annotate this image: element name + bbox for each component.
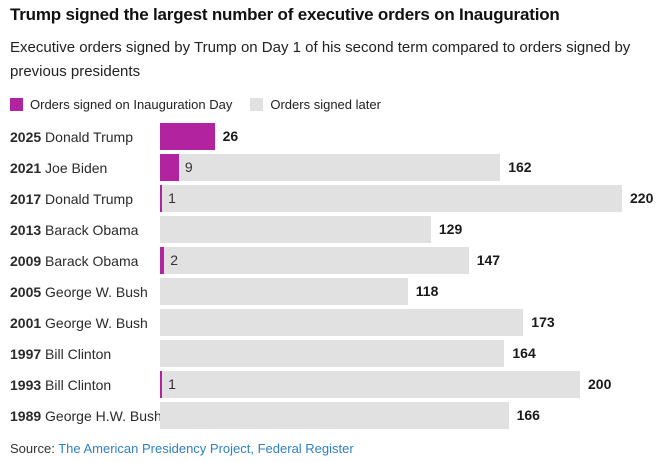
row-label: 2017 Donald Trump	[10, 191, 160, 207]
row-year: 2017	[10, 190, 42, 207]
bar-area: 118	[160, 278, 651, 305]
chart-row: 2021 Joe Biden 9 162	[10, 154, 651, 181]
later-bar	[160, 154, 501, 181]
chart-row: 2025 Donald Trump 26	[10, 123, 651, 150]
chart-row: 2005 George W. Bush 118	[10, 278, 651, 305]
bar-area: 26	[160, 123, 651, 150]
inauguration-value: 1	[168, 376, 176, 392]
inauguration-value: 9	[184, 159, 193, 175]
bar-area: 164	[160, 340, 651, 367]
row-label: 2013 Barack Obama	[10, 222, 160, 238]
bar-area: 173	[160, 309, 651, 336]
row-president: Barack Obama	[45, 252, 139, 269]
legend-label-later: Orders signed later	[270, 97, 381, 112]
chart-title: Trump signed the largest number of execu…	[10, 5, 560, 24]
row-year: 1989	[10, 407, 42, 424]
later-value: 173	[531, 314, 555, 330]
later-bar	[160, 371, 580, 398]
legend-item-later: Orders signed later	[250, 97, 381, 112]
later-value: 166	[516, 407, 540, 423]
row-label: 2005 George W. Bush	[10, 284, 160, 300]
chart-row: 1989 George H.W. Bush 166	[10, 402, 651, 429]
row-label: 2001 George W. Bush	[10, 315, 160, 331]
chart-row: 2009 Barack Obama 2 147	[10, 247, 651, 274]
later-value: 200	[588, 376, 612, 392]
bar-area: 9 162	[160, 154, 651, 181]
row-year: 2025	[10, 128, 42, 145]
later-swatch-icon	[250, 98, 264, 111]
row-year: 2005	[10, 283, 42, 300]
later-value: 162	[508, 159, 532, 175]
row-president: Joe Biden	[45, 159, 108, 176]
inauguration-bar	[160, 123, 215, 150]
row-president: Bill Clinton	[45, 345, 112, 362]
source-line: Source: The American Presidency Project,…	[10, 441, 651, 456]
chart-subtitle: Executive orders signed by Trump on Day …	[10, 39, 631, 80]
later-bar	[160, 278, 408, 305]
chart-row: 2017 Donald Trump 1 220	[10, 185, 654, 212]
inauguration-bar	[160, 371, 163, 398]
later-bar	[160, 216, 431, 243]
row-label: 1993 Bill Clinton	[10, 377, 160, 393]
chart-row: 2013 Barack Obama 129	[10, 216, 651, 243]
inauguration-bar	[160, 154, 179, 181]
row-president: Donald Trump	[45, 128, 133, 145]
later-value: 118	[415, 283, 439, 299]
row-year: 2013	[10, 221, 42, 238]
inauguration-value: 26	[222, 128, 239, 144]
source-link[interactable]: The American Presidency Project, Federal…	[58, 441, 354, 456]
legend-label-inauguration: Orders signed on Inauguration Day	[30, 97, 233, 112]
later-bar	[160, 340, 505, 367]
legend: Orders signed on Inauguration Day Orders…	[10, 97, 651, 112]
later-bar	[160, 309, 524, 336]
bar-area: 2 147	[160, 247, 651, 274]
row-label: 2025 Donald Trump	[10, 129, 160, 145]
row-label: 1997 Bill Clinton	[10, 346, 160, 362]
chart-row: 1997 Bill Clinton 164	[10, 340, 651, 367]
later-value: 129	[438, 221, 463, 237]
bar-area: 166	[160, 402, 651, 429]
row-president: George W. Bush	[45, 314, 148, 331]
inauguration-bar	[160, 185, 163, 212]
bar-area: 1 220	[160, 185, 654, 212]
row-year: 2021	[10, 159, 42, 176]
inauguration-bar	[160, 247, 165, 274]
row-year: 2009	[10, 252, 42, 269]
inauguration-value: 1	[168, 190, 176, 206]
later-value: 220	[630, 190, 654, 206]
source-prefix: Source:	[10, 441, 59, 456]
row-label: 2009 Barack Obama	[10, 253, 160, 269]
row-president: George W. Bush	[45, 283, 148, 300]
inauguration-swatch-icon	[10, 98, 23, 111]
later-bar	[160, 402, 509, 429]
row-president: Bill Clinton	[45, 376, 112, 393]
bar-area: 129	[160, 216, 651, 243]
inauguration-value: 2	[170, 252, 178, 268]
chart-row: 2001 George W. Bush 173	[10, 309, 651, 336]
bar-area: 1 200	[160, 371, 651, 398]
chart-row: 1993 Bill Clinton 1 200	[10, 371, 651, 398]
legend-item-inauguration: Orders signed on Inauguration Day	[10, 97, 232, 112]
later-value: 147	[476, 252, 501, 268]
later-bar	[160, 247, 469, 274]
later-bar	[160, 185, 622, 212]
later-value: 164	[512, 345, 536, 361]
row-year: 1993	[10, 376, 42, 393]
row-label: 2021 Joe Biden	[10, 160, 160, 176]
row-year: 1997	[10, 345, 42, 362]
row-label: 1989 George H.W. Bush	[10, 407, 162, 424]
bar-chart: 2025 Donald Trump 26 2021 Joe Biden 9 162 201…	[10, 123, 654, 429]
row-president: Donald Trump	[45, 190, 133, 207]
row-president: George H.W. Bush	[45, 407, 162, 424]
row-president: Barack Obama	[45, 221, 139, 238]
row-year: 2001	[10, 314, 42, 331]
